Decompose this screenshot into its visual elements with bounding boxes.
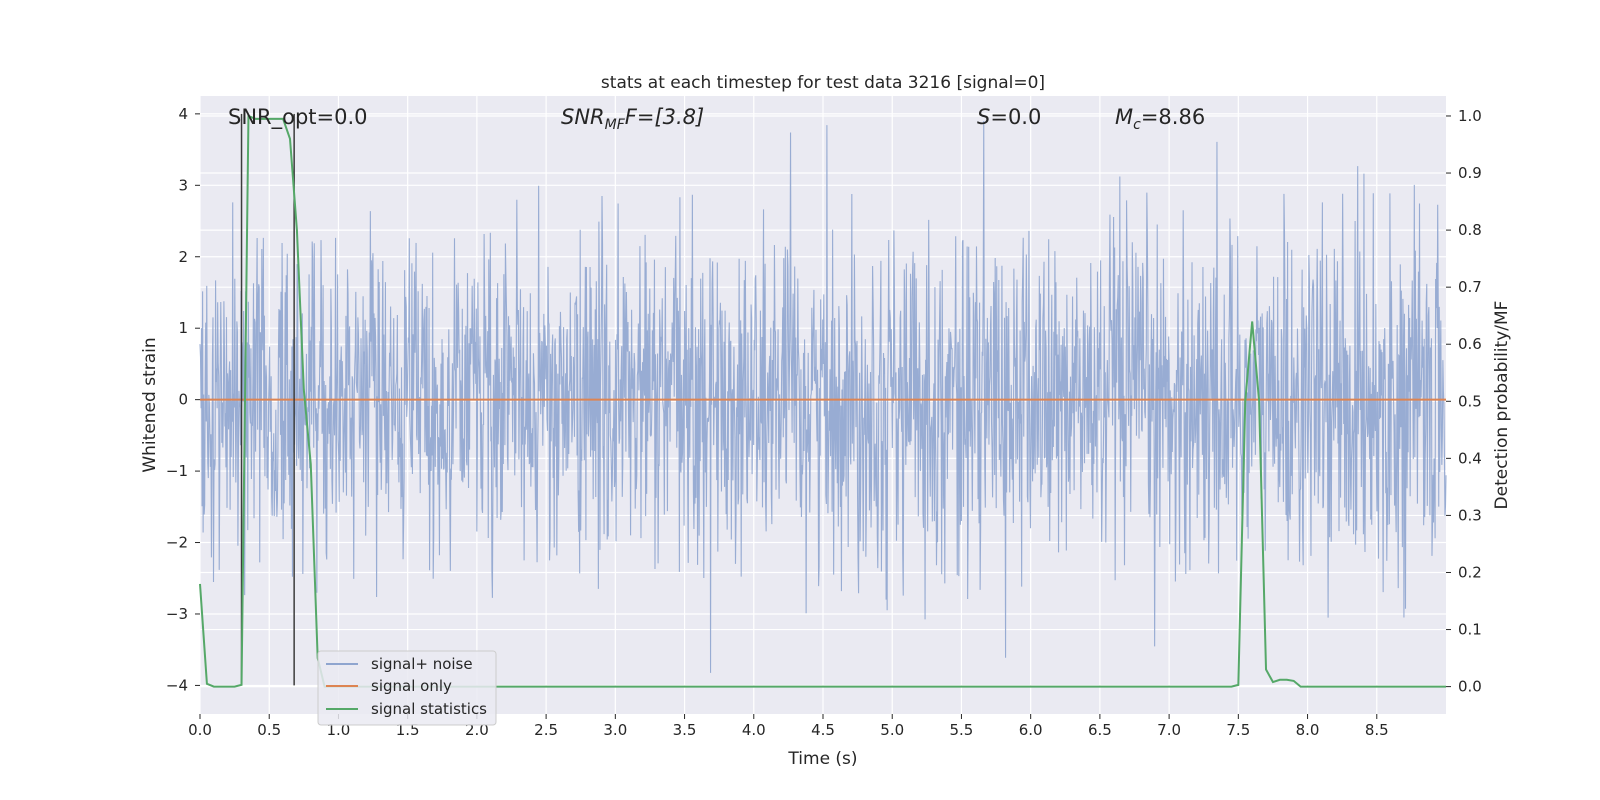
x-tick-label: 7.5 [1226, 721, 1250, 739]
y-tick-label: 1 [178, 319, 188, 337]
x-tick-label: 7.0 [1157, 721, 1181, 739]
annotation-snr-mf: SNRMFF=[3.8] [561, 105, 704, 133]
annotation-s-value: =0.0 [990, 105, 1041, 129]
y2-tick-label: 0.9 [1458, 164, 1482, 182]
legend-label-signal-noise: signal+ noise [371, 655, 473, 673]
x-axis-label: Time (s) [787, 749, 857, 769]
vertical-markers [240, 113, 295, 686]
annotation-mc-value: =8.86 [1141, 105, 1205, 129]
y2-tick-label: 0.4 [1458, 449, 1482, 467]
annotation-mc: Mc=8.86 [1115, 105, 1205, 133]
legend: signal+ noise signal only signal statist… [317, 650, 497, 726]
x-tick-label: 2.5 [534, 721, 558, 739]
y2-tick-label: 0.8 [1458, 221, 1482, 239]
y-tick-label: −2 [166, 534, 188, 552]
annotation-mc-subscript: c [1133, 117, 1141, 133]
legend-label-signal-only: signal only [371, 677, 452, 695]
x-tick-label: 6.0 [1019, 721, 1043, 739]
annotation-snr-mf-symbol: SNR [561, 105, 605, 129]
legend-label-signal-statistics: signal statistics [371, 700, 487, 718]
y-axis-left: 4 3 2 1 0 −1 −2 −3 −4 [166, 105, 200, 694]
annotation-snr-mf-value: F=[3.8] [625, 105, 704, 129]
annotation-s-symbol: S [977, 105, 990, 129]
annotation-mc-symbol: M [1115, 105, 1133, 129]
series-signal-noise [199, 121, 1447, 673]
x-axis: 0.0 0.5 1.0 1.5 2.0 2.5 3.0 3.5 4.0 4.5 5.0 5.5 6.0 6… [188, 714, 1389, 739]
chart-title: stats at each timestep for test data 321… [601, 73, 1045, 93]
y2-tick-label: 0.6 [1458, 335, 1482, 353]
x-tick-label: 3.0 [603, 721, 627, 739]
x-tick-label: 5.5 [950, 721, 974, 739]
y-tick-label: 3 [178, 176, 188, 194]
x-tick-label: 8.5 [1365, 721, 1389, 739]
y2-tick-label: 0.2 [1458, 563, 1482, 581]
x-tick-label: 8.0 [1296, 721, 1320, 739]
y-tick-label: 4 [178, 105, 188, 123]
y-tick-label: −1 [166, 462, 188, 480]
y-tick-label: −4 [166, 676, 188, 694]
y2-axis-label: Detection probability/MF [1492, 301, 1512, 510]
x-tick-label: 0.5 [257, 721, 281, 739]
y2-tick-label: 0.5 [1458, 392, 1482, 410]
y2-tick-label: 0.7 [1458, 278, 1482, 296]
y2-tick-label: 0.3 [1458, 506, 1482, 524]
series-line-signal-noise [199, 121, 1447, 673]
x-tick-label: 4.0 [742, 721, 766, 739]
y-tick-label: −3 [166, 605, 188, 623]
y-tick-label: 0 [178, 391, 188, 409]
y-tick-label: 2 [178, 248, 188, 266]
y-axis-right: 1.0 0.9 0.8 0.7 0.6 0.5 0.4 0.3 0.2 0.1 0.0 [1446, 107, 1482, 696]
y2-gridlines [200, 115, 1446, 688]
legend-box [317, 650, 497, 726]
x-tick-label: 4.5 [811, 721, 835, 739]
y2-tick-label: 0.1 [1458, 621, 1482, 639]
annotation-snr-opt: SNR_opt=0.0 [228, 105, 368, 130]
y2-tick-label: 1.0 [1458, 107, 1482, 125]
annotation-snr-mf-subscript: MF [605, 117, 626, 133]
y2-tick-label: 0.0 [1458, 678, 1482, 696]
x-tick-label: 0.0 [188, 721, 212, 739]
x-tick-label: 5.0 [880, 721, 904, 739]
x-tick-label: 3.5 [673, 721, 697, 739]
y-axis-label: Whitened strain [140, 337, 160, 472]
annotation-s: S=0.0 [977, 105, 1041, 129]
x-tick-label: 6.5 [1088, 721, 1112, 739]
